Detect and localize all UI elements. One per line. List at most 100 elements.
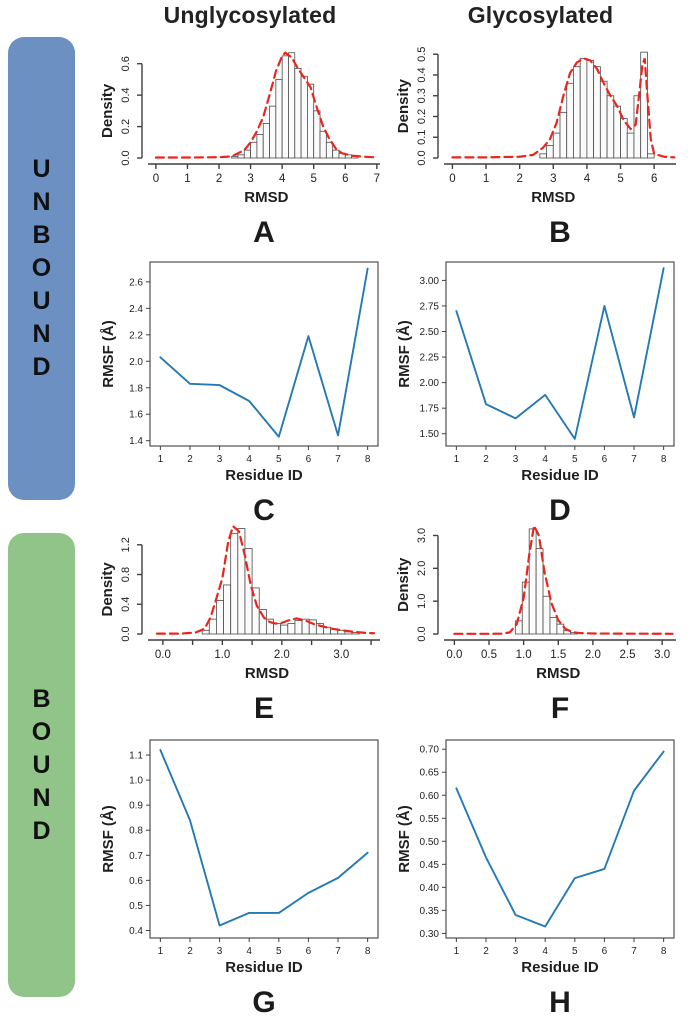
svg-text:6: 6 xyxy=(651,173,657,185)
svg-text:RMSF (Å): RMSF (Å) xyxy=(100,805,117,873)
svg-text:1.50: 1.50 xyxy=(420,429,440,440)
svg-text:0.1: 0.1 xyxy=(416,130,428,145)
svg-text:1.0: 1.0 xyxy=(129,776,143,787)
panel-letter-f: F xyxy=(550,692,570,725)
svg-text:RMSD: RMSD xyxy=(245,665,289,682)
svg-text:2: 2 xyxy=(516,173,522,185)
svg-text:3.0: 3.0 xyxy=(416,528,428,543)
svg-text:2.0: 2.0 xyxy=(129,357,143,368)
chart-b-histogram: 0 1 2 3 4 5 6 0.0 0.1 0.2 0.3 0.4 0.5 RMSD Density xyxy=(395,47,676,206)
panel-letter-c: C xyxy=(253,494,275,527)
panel-letter-d: D xyxy=(549,494,571,527)
svg-text:0.2: 0.2 xyxy=(120,119,132,134)
svg-text:0.4: 0.4 xyxy=(129,926,143,937)
svg-text:1.75: 1.75 xyxy=(420,404,440,415)
svg-text:8: 8 xyxy=(661,454,667,465)
svg-text:7: 7 xyxy=(631,454,637,465)
svg-text:5: 5 xyxy=(572,454,578,465)
svg-text:2: 2 xyxy=(483,454,489,465)
svg-text:1.0: 1.0 xyxy=(416,594,428,609)
svg-text:3.0: 3.0 xyxy=(654,649,670,661)
svg-text:1: 1 xyxy=(483,173,489,185)
svg-text:1.5: 1.5 xyxy=(550,649,566,661)
svg-text:Residue ID: Residue ID xyxy=(521,467,599,484)
svg-text:8: 8 xyxy=(365,946,371,957)
svg-text:0.8: 0.8 xyxy=(129,826,143,837)
svg-text:0.50: 0.50 xyxy=(420,837,440,848)
svg-text:3: 3 xyxy=(217,454,223,465)
svg-text:RMSD: RMSD xyxy=(536,665,580,682)
svg-text:0.4: 0.4 xyxy=(120,87,132,102)
svg-text:8: 8 xyxy=(365,454,371,465)
svg-text:0.8: 0.8 xyxy=(120,567,132,582)
svg-text:0.4: 0.4 xyxy=(120,597,132,612)
svg-text:0.45: 0.45 xyxy=(420,860,440,871)
svg-text:2.50: 2.50 xyxy=(420,327,440,338)
svg-text:3: 3 xyxy=(513,946,519,957)
svg-text:0.5: 0.5 xyxy=(416,47,428,62)
svg-text:RMSF (Å): RMSF (Å) xyxy=(396,805,413,873)
panel-letter-g: G xyxy=(252,986,276,1019)
row-band-unbound-label: U N B O U N D xyxy=(31,155,52,381)
svg-text:0.55: 0.55 xyxy=(420,814,440,825)
svg-text:6: 6 xyxy=(602,454,608,465)
svg-text:2.4: 2.4 xyxy=(129,304,143,315)
panel-rmsd-histogram-bound-glycosylated: 0.0 0.5 1.0 1.5 2.0 2.5 3.0 0.0 1.0 2.0 3.0 RMSD Den… xyxy=(394,518,686,726)
svg-text:Residue ID: Residue ID xyxy=(521,959,599,976)
svg-text:7: 7 xyxy=(335,946,341,957)
svg-text:2: 2 xyxy=(216,173,222,185)
svg-text:2.0: 2.0 xyxy=(585,649,601,661)
svg-text:3: 3 xyxy=(217,946,223,957)
svg-text:0.0: 0.0 xyxy=(416,626,428,641)
svg-text:7: 7 xyxy=(374,173,380,185)
svg-text:1: 1 xyxy=(454,946,460,957)
svg-text:2.0: 2.0 xyxy=(416,561,428,576)
svg-text:4: 4 xyxy=(584,173,591,185)
chart-e-histogram: 0.0 1.0 2.0 3.0 0.0 0.4 0.8 1.2 RMSD Density xyxy=(99,524,380,682)
svg-text:0.0: 0.0 xyxy=(120,626,132,641)
panel-rmsd-histogram-unbound-glycosylated: 0 1 2 3 4 5 6 0.0 0.1 0.2 0.3 0.4 0.5 RMSD Density B xyxy=(394,42,686,250)
svg-text:4: 4 xyxy=(279,173,286,185)
chart-c-line: 1 2 3 4 5 6 7 8 1.4 1.6 1.8 2.0 2.2 2.4 2.6 Residue ID R… xyxy=(100,261,379,484)
svg-text:4: 4 xyxy=(246,946,252,957)
svg-text:0.0: 0.0 xyxy=(120,150,132,165)
panel-rmsd-histogram-unbound-unglycosylated: 0 1 2 3 4 5 6 7 0.0 0.2 0.4 0.6 RMSD Density A xyxy=(98,42,390,250)
svg-text:0.5: 0.5 xyxy=(481,649,497,661)
svg-text:Density: Density xyxy=(99,562,116,617)
svg-text:1.1: 1.1 xyxy=(129,751,143,762)
svg-text:0.2: 0.2 xyxy=(416,109,428,124)
svg-text:0.35: 0.35 xyxy=(420,906,440,917)
column-header-glycosylated: Glycosylated xyxy=(467,2,614,28)
svg-text:1: 1 xyxy=(158,454,164,465)
svg-text:RMSD: RMSD xyxy=(531,189,575,206)
svg-text:6: 6 xyxy=(602,946,608,957)
svg-text:3.0: 3.0 xyxy=(333,649,349,661)
svg-text:0.0: 0.0 xyxy=(446,649,462,661)
svg-text:1: 1 xyxy=(158,946,164,957)
panel-letter-e: E xyxy=(253,692,274,725)
svg-text:5: 5 xyxy=(311,173,317,185)
svg-text:1.6: 1.6 xyxy=(129,410,143,421)
svg-text:4: 4 xyxy=(542,946,548,957)
svg-text:0.0: 0.0 xyxy=(416,150,428,165)
svg-text:5: 5 xyxy=(276,946,282,957)
svg-text:0.30: 0.30 xyxy=(420,929,440,940)
svg-text:2.5: 2.5 xyxy=(620,649,636,661)
chart-g-line: 1 2 3 4 5 6 7 8 0.4 0.5 0.6 0.7 0.8 0.9 1.0 1.1 Residue … xyxy=(100,739,379,976)
svg-text:3: 3 xyxy=(247,173,253,185)
row-band-bound: B O U N D xyxy=(8,533,75,997)
svg-text:Residue ID: Residue ID xyxy=(225,467,303,484)
svg-text:1: 1 xyxy=(454,454,460,465)
svg-text:Density: Density xyxy=(395,557,412,612)
svg-text:2.0: 2.0 xyxy=(274,649,290,661)
svg-text:1.0: 1.0 xyxy=(516,649,532,661)
svg-text:6: 6 xyxy=(306,454,312,465)
svg-text:0: 0 xyxy=(153,173,159,185)
svg-text:8: 8 xyxy=(661,946,667,957)
panel-letter-a: A xyxy=(253,216,275,249)
svg-text:2.6: 2.6 xyxy=(129,277,143,288)
panel-rmsf-line-bound-glycosylated: 1 2 3 4 5 6 7 8 0.30 0.35 0.40 0.45 0.50 0.55 0.60 0.65… xyxy=(394,732,686,1020)
svg-text:2: 2 xyxy=(187,454,193,465)
svg-text:RMSD: RMSD xyxy=(244,189,288,206)
svg-text:7: 7 xyxy=(631,946,637,957)
